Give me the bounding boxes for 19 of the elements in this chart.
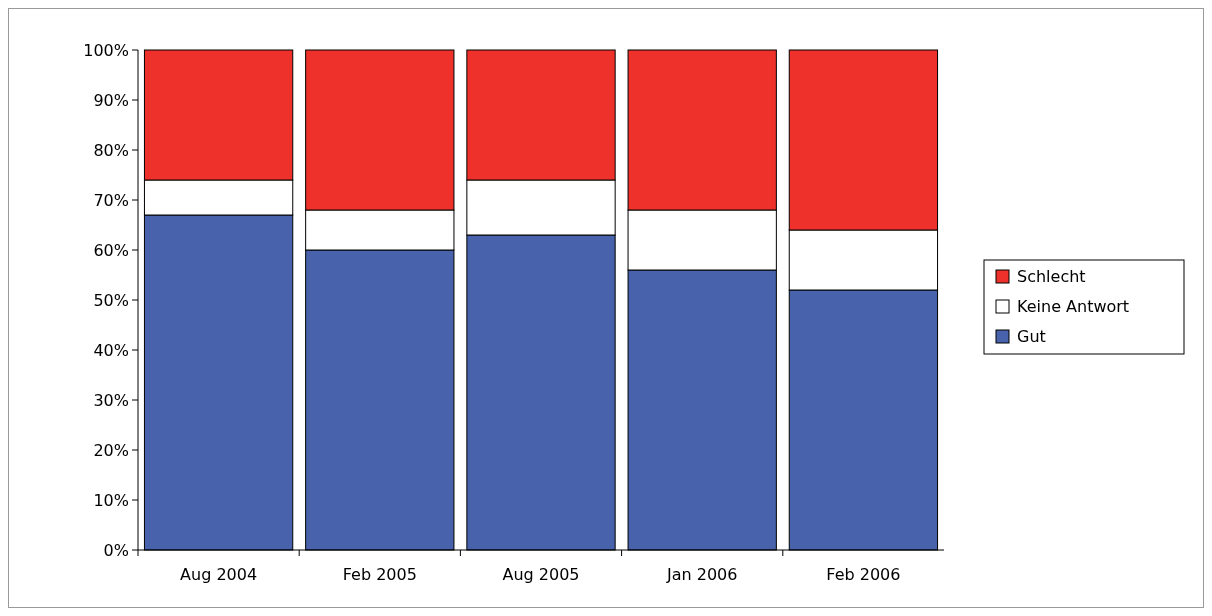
y-tick-label: 10% (93, 490, 129, 510)
y-tick-label: 0% (103, 540, 129, 560)
legend-label: Gut (1017, 326, 1046, 346)
y-tick-label: 20% (93, 440, 129, 460)
x-tick-label: Feb 2006 (826, 565, 901, 584)
x-tick-label: Aug 2004 (180, 565, 258, 584)
x-tick-label: Feb 2005 (342, 565, 417, 584)
y-tick-label: 70% (93, 190, 129, 210)
y-tick-label: 40% (93, 340, 129, 360)
y-tick-label: 60% (93, 240, 129, 260)
y-tick-label: 80% (93, 140, 129, 160)
y-tick-label: 100% (83, 40, 129, 60)
legend-label: Schlecht (1017, 266, 1086, 286)
legend-label: Keine Antwort (1017, 296, 1130, 316)
x-tick-label: Jan 2006 (665, 565, 738, 584)
y-tick-label: 30% (93, 390, 129, 410)
y-tick-label: 50% (93, 290, 129, 310)
x-tick-label: Aug 2005 (502, 565, 580, 584)
y-tick-label: 90% (93, 90, 129, 110)
